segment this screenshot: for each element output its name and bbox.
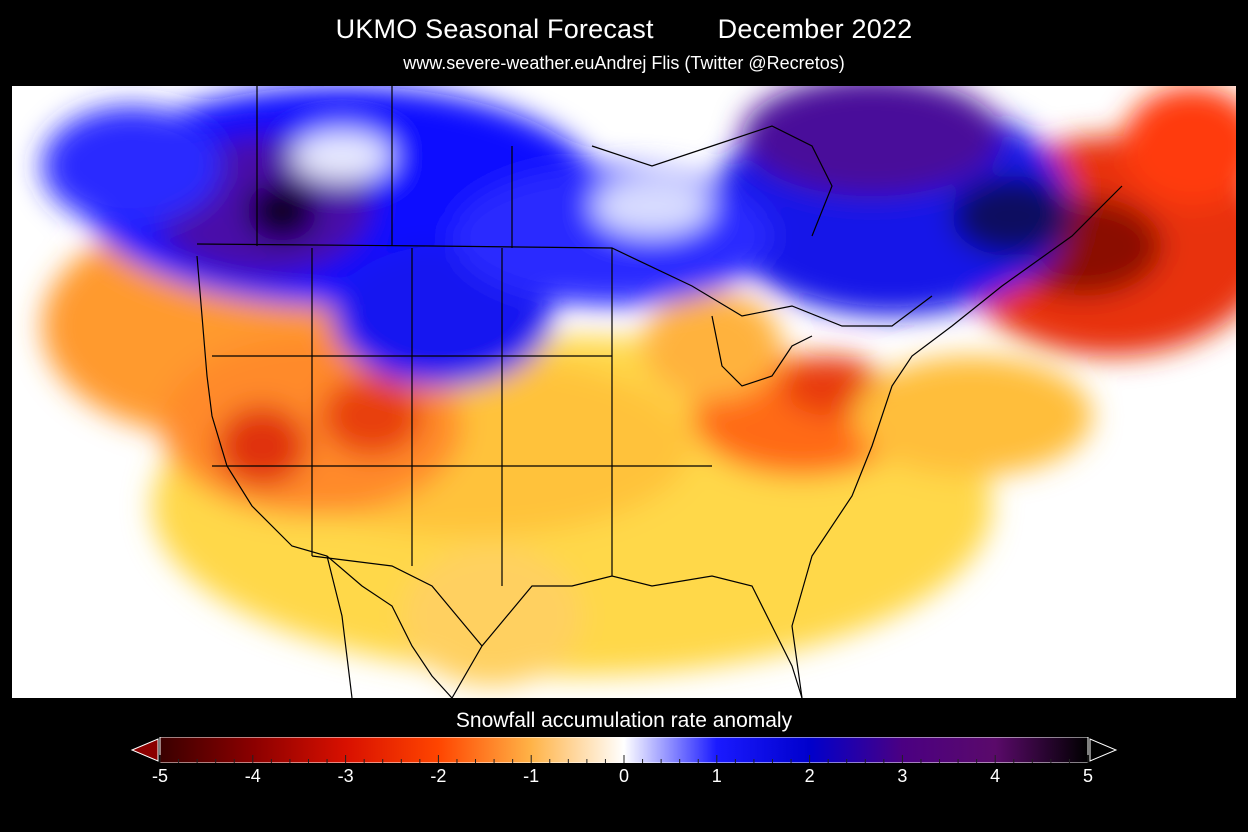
anomaly-darkblue-labrador: [952, 176, 1072, 256]
colorbar-tick-label: 5: [1082, 766, 1094, 786]
baja-coastline: [326, 555, 353, 698]
colorbar-tick-label: -4: [244, 766, 261, 786]
state-borders: [212, 248, 712, 586]
hudson-bay-outline: [591, 125, 833, 237]
title-period: December 2022: [717, 14, 913, 44]
colorbar-tick-label: 0: [618, 766, 630, 786]
colorbar-tick-label: -1: [523, 766, 540, 786]
anomaly-yellow-mexico: [402, 546, 582, 686]
colorbar-max-arrow: [1089, 738, 1118, 762]
map-borders: [196, 86, 1123, 698]
gulf-coastline: [451, 575, 803, 698]
colorbar-tick-label: 3: [897, 766, 908, 786]
colorbar-tick-label: 2: [804, 766, 815, 786]
anomaly-red-nevada: [217, 406, 307, 486]
colorbar-min-arrow: [130, 738, 159, 762]
colorbar-title: Snowfall accumulation rate anomaly: [455, 709, 793, 732]
colorbar: [130, 737, 1118, 763]
anomaly-purple-hudson: [742, 86, 1002, 196]
subtitle-author: Andrej Flis (Twitter @Recretos): [594, 53, 845, 73]
map-title: UKMO Seasonal Forecast December 2022: [0, 14, 1248, 45]
atlantic-coastline: [791, 185, 1123, 698]
anomaly-yellow-michigan: [642, 291, 782, 401]
anomaly-red-labrador-sea: [1122, 86, 1236, 206]
colorbar-tick-label: -3: [337, 766, 354, 786]
map-canvas: [12, 86, 1236, 698]
colorbar-tick-labels: -5 -4 -3 -2 -1 0 1 2 3 4 5: [0, 766, 1248, 790]
anomaly-white-northwest: [292, 131, 392, 181]
colorbar-tick-label: 1: [711, 766, 722, 786]
anomaly-black-rockies: [247, 181, 317, 241]
province-borders: [256, 86, 513, 248]
pacific-coastline: [196, 255, 453, 698]
anomaly-map: [12, 86, 1236, 698]
anomaly-white-hudson-shore: [592, 176, 712, 236]
us-mexico-border: [311, 555, 483, 647]
anomaly-red-utah: [322, 376, 422, 456]
colorbar-tick-label: 4: [990, 766, 1001, 786]
great-lakes-outline: [711, 315, 813, 387]
colorbar-tick-label: -2: [430, 766, 447, 786]
colorbar-tick-label: -5: [151, 766, 169, 786]
subtitle-website: www.severe-weather.eu: [403, 53, 595, 73]
anomaly-blue-alaska: [42, 106, 222, 226]
map-subtitle: www.severe-weather.euAndrej Flis (Twitte…: [0, 53, 1248, 74]
us-canada-border: [196, 243, 933, 327]
title-text: UKMO Seasonal Forecast: [335, 14, 654, 44]
anomaly-yellow-atlantic: [852, 356, 1092, 476]
